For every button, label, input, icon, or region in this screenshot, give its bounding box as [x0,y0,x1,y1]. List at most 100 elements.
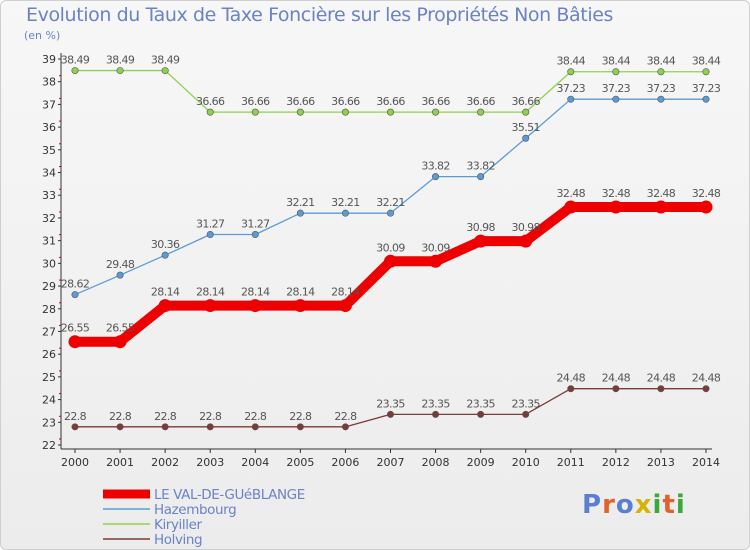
data-label: 36.66 [196,95,225,108]
data-label: 38.49 [106,54,135,67]
y-tick-label: 31 [42,235,56,248]
data-label: 22.8 [199,410,222,423]
data-label: 32.21 [376,196,405,209]
data-label: 23.35 [466,397,495,410]
data-label: 28.14 [241,286,270,299]
data-label: 37.23 [647,82,676,95]
data-label: 36.66 [286,95,315,108]
data-label: 26.55 [61,322,90,335]
y-tick-label: 35 [42,144,56,157]
data-point [657,385,665,393]
logo-letter: i [675,490,686,520]
y-tick-label: 29 [42,280,56,293]
logo-letter: x [634,490,653,520]
data-point [116,423,124,431]
data-label: 32.48 [602,187,631,200]
data-label: 26.55 [106,322,135,335]
data-point [654,200,668,214]
data-label: 33.82 [421,160,450,173]
data-point [68,335,82,349]
data-label: 32.21 [331,196,360,209]
data-point [657,95,665,103]
data-point [612,95,620,103]
x-tick-label: 2009 [467,456,495,469]
data-point [386,209,394,217]
data-point [432,410,440,418]
x-tick-label: 2005 [286,456,314,469]
data-point [519,234,533,248]
data-point [71,423,79,431]
y-tick-label: 36 [42,121,56,134]
x-tick-label: 2001 [106,456,134,469]
data-point [702,385,710,393]
data-point [612,385,620,393]
data-point [161,251,169,259]
y-tick-label: 34 [42,167,56,180]
data-label: 30.09 [376,241,405,254]
data-point [71,67,79,75]
y-tick-label: 27 [42,325,56,338]
y-tick-label: 26 [42,348,56,361]
data-point [477,173,485,181]
data-label: 23.35 [376,397,405,410]
data-point [113,335,127,349]
data-label: 38.44 [557,55,586,68]
legend-label: Kiryiller [154,517,203,533]
x-tick-label: 2011 [557,456,585,469]
data-label: 24.48 [647,372,676,385]
y-tick-label: 28 [42,303,56,316]
x-tick-label: 2014 [692,456,720,469]
data-label: 30.09 [421,241,450,254]
data-point [386,410,394,418]
data-point [203,299,217,313]
data-label: 35.51 [511,121,540,134]
data-label: 37.23 [557,82,586,95]
data-point [522,410,530,418]
data-point [296,209,304,217]
data-label: 38.44 [692,55,721,68]
data-point [293,299,307,313]
logo-letter: o [615,490,635,520]
data-point [429,254,443,268]
data-point [338,299,352,313]
x-tick-label: 2006 [331,456,359,469]
data-point [206,423,214,431]
data-label: 38.49 [151,54,180,67]
data-label: 22.8 [64,410,87,423]
data-label: 24.48 [557,372,586,385]
legend-label: LE VAL-DE-GUéBLANGE [154,487,305,503]
data-label: 23.35 [511,397,540,410]
x-tick-label: 2010 [512,456,540,469]
data-label: 22.8 [109,410,132,423]
data-point [206,108,214,116]
data-point [432,108,440,116]
data-point [474,234,488,248]
y-tick-label: 22 [42,439,56,452]
data-point [116,271,124,279]
data-point [248,299,262,313]
data-point [161,67,169,75]
data-label: 37.23 [692,82,721,95]
data-point [477,410,485,418]
data-point [296,108,304,116]
data-point [158,299,172,313]
y-tick-label: 32 [42,212,56,225]
data-point [657,68,665,76]
data-label: 22.8 [154,410,177,423]
data-point [702,68,710,76]
data-label: 28.14 [331,286,360,299]
data-point [71,291,79,299]
series-3 [71,385,710,431]
data-point [612,68,620,76]
series-2 [71,67,710,116]
data-point [386,108,394,116]
x-tick-label: 2000 [61,456,89,469]
data-label: 32.21 [286,196,315,209]
x-tick-label: 2012 [602,456,630,469]
data-point [432,173,440,181]
data-label: 22.8 [289,410,312,423]
data-label: 28.14 [151,286,180,299]
chart-title: Evolution du Taux de Taxe Foncière sur l… [26,4,614,26]
data-label: 36.66 [241,95,270,108]
